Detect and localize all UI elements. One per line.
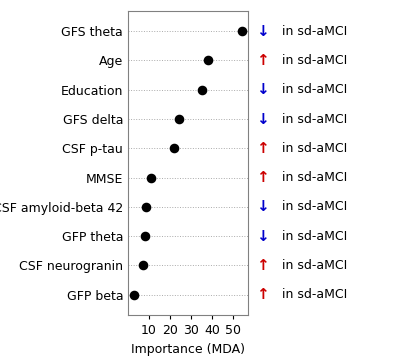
Point [171,145,178,151]
Text: in sd-aMCI: in sd-aMCI [282,200,347,213]
Text: ↑: ↑ [256,141,269,156]
Text: ↑: ↑ [256,258,269,273]
Point [175,116,182,122]
Text: in sd-aMCI: in sd-aMCI [282,142,347,155]
Text: ↑: ↑ [256,53,269,68]
Text: in sd-aMCI: in sd-aMCI [282,288,347,301]
Text: ↓: ↓ [256,228,269,243]
Text: ↓: ↓ [256,24,269,39]
Text: in sd-aMCI: in sd-aMCI [282,171,347,184]
Text: in sd-aMCI: in sd-aMCI [282,112,347,126]
Text: in sd-aMCI: in sd-aMCI [282,229,347,242]
Text: ↓: ↓ [256,199,269,214]
Point [238,28,245,34]
Point [198,87,205,93]
Point [148,175,154,180]
Point [131,292,138,297]
Text: in sd-aMCI: in sd-aMCI [282,25,347,38]
Text: in sd-aMCI: in sd-aMCI [282,54,347,67]
X-axis label: Importance (MDA): Importance (MDA) [131,343,245,355]
Point [143,204,149,210]
Text: ↑: ↑ [256,287,269,302]
Point [140,262,146,268]
Text: ↓: ↓ [256,82,269,97]
Text: ↓: ↓ [256,111,269,126]
Text: in sd-aMCI: in sd-aMCI [282,83,347,96]
Text: in sd-aMCI: in sd-aMCI [282,259,347,272]
Point [142,233,148,239]
Point [205,58,211,63]
Text: ↑: ↑ [256,170,269,185]
